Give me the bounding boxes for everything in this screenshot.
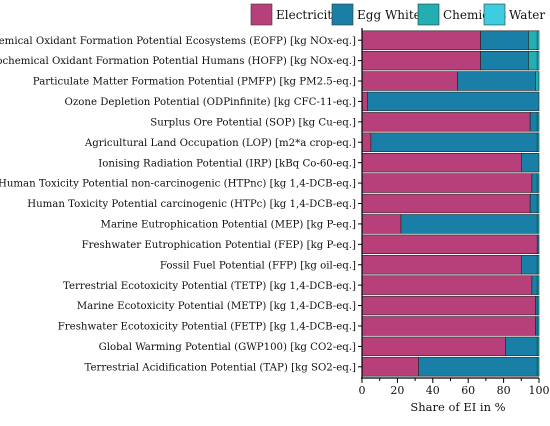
bar-segment-chemicals bbox=[536, 173, 540, 193]
bar-segment-chemicals bbox=[536, 316, 540, 336]
x-tick-label: 40 bbox=[426, 384, 440, 397]
bar-segment-chemicals bbox=[536, 112, 540, 132]
legend-swatch-egg-white bbox=[331, 3, 354, 26]
bar-segment-electricity bbox=[361, 173, 533, 193]
bar-segment-egg-white bbox=[529, 193, 538, 214]
bar-segment-electricity bbox=[361, 316, 536, 336]
bar-segment-chemicals bbox=[528, 50, 538, 71]
bar-segment-water bbox=[536, 30, 540, 50]
category-label: Human Toxicity Potential carcinogenic (H… bbox=[27, 198, 356, 210]
category-label: Ozone Depletion Potential (ODPinfinite) … bbox=[65, 96, 356, 108]
bar-segment-electricity bbox=[361, 132, 372, 152]
bar-segment-electricity bbox=[361, 357, 419, 377]
bar-segment-egg-white bbox=[520, 152, 540, 173]
category-label: Surplus Ore Potential (SOP) [kg Cu-eq.] bbox=[150, 116, 356, 128]
bar-segment-chemicals bbox=[536, 336, 540, 357]
bar-segment-electricity bbox=[361, 152, 522, 173]
bar-segment-egg-white bbox=[370, 132, 538, 152]
x-tick-label: 20 bbox=[390, 384, 404, 397]
legend-swatch-chemicals bbox=[417, 3, 440, 26]
bar-segment-egg-white bbox=[480, 30, 529, 50]
legend-swatch-electricity bbox=[250, 3, 273, 26]
bar-segment-electricity bbox=[361, 275, 533, 295]
category-label: Particulate Matter Formation Potential (… bbox=[33, 76, 356, 88]
category-label: Terrestrial Ecotoxicity Potential (TETP)… bbox=[63, 280, 356, 292]
bar-segment-egg-white bbox=[367, 91, 540, 112]
bar-segment-chemicals bbox=[536, 132, 540, 152]
bar-segment-chemicals bbox=[536, 193, 540, 214]
bar-segment-electricity bbox=[361, 50, 481, 71]
bars-group bbox=[361, 30, 540, 377]
category-label: Photochemical Oxidant Formation Potentia… bbox=[0, 35, 356, 47]
legend-swatch-water bbox=[483, 3, 506, 26]
bar-segment-egg-white bbox=[529, 112, 538, 132]
category-label: Global Warming Potential (GWP100) [kg CO… bbox=[99, 341, 356, 353]
bar-segment-electricity bbox=[361, 234, 538, 255]
bar-segment-electricity bbox=[361, 336, 506, 357]
category-label: Fossil Fuel Potential (FFP) [kg oil-eq.] bbox=[160, 259, 356, 271]
bar-segment-electricity bbox=[361, 255, 522, 275]
bar-segment-chemicals bbox=[536, 255, 540, 275]
bar-segment-electricity bbox=[361, 112, 531, 132]
bar-segment-electricity bbox=[361, 193, 531, 214]
bar-segment-chemicals bbox=[536, 214, 540, 234]
x-axis-title: Share of EI in % bbox=[410, 400, 505, 414]
bar-segment-chemicals bbox=[528, 30, 538, 50]
category-label: Marine Ecotoxicity Potential (METP) [kg … bbox=[77, 300, 356, 312]
x-tick-label: 80 bbox=[497, 384, 511, 397]
bar-segment-chemicals bbox=[535, 71, 540, 91]
bar-segment-egg-white bbox=[480, 50, 529, 71]
axes-group: 0 20 40 60 80 100 bbox=[358, 28, 550, 397]
bar-segment-egg-white bbox=[536, 234, 540, 255]
legend-label-water: Water bbox=[509, 8, 545, 22]
bar-segment-electricity bbox=[361, 71, 458, 91]
bar-segment-water bbox=[536, 50, 540, 71]
bar-segment-egg-white bbox=[531, 275, 538, 295]
bar-segment-egg-white bbox=[418, 357, 538, 377]
x-tick-label: 0 bbox=[359, 384, 366, 397]
category-label: Freshwater Eutrophication Potential (FEP… bbox=[82, 239, 356, 251]
category-label: Ionising Radiation Potential (IRP) [kBq … bbox=[98, 157, 356, 169]
bar-segment-chemicals bbox=[536, 275, 540, 295]
bar-segment-electricity bbox=[361, 214, 402, 234]
bar-segment-egg-white bbox=[505, 336, 538, 357]
category-label: Terrestrial Acidification Potential (TAP… bbox=[84, 361, 356, 373]
category-labels-group: Photochemical Oxidant Formation Potentia… bbox=[0, 35, 356, 374]
bar-segment-chemicals bbox=[536, 357, 540, 377]
bar-segment-egg-white bbox=[531, 173, 538, 193]
category-label: Photochemical Oxidant Formation Potentia… bbox=[0, 55, 356, 67]
category-label: Freshwater Ecotoxicity Potential (FETP) … bbox=[58, 321, 356, 333]
bar-segment-egg-white bbox=[400, 214, 538, 234]
legend-label-electricity: Electricity bbox=[276, 8, 339, 22]
x-tick-label: 60 bbox=[461, 384, 475, 397]
category-label: Marine Eutrophication Potential (MEP) [k… bbox=[101, 219, 356, 231]
bar-segment-electricity bbox=[361, 91, 368, 112]
x-tick-label: 100 bbox=[529, 384, 550, 397]
legend-label-egg-white: Egg White bbox=[357, 8, 421, 22]
bar-segment-electricity bbox=[361, 30, 481, 50]
bar-segment-egg-white bbox=[457, 71, 536, 91]
category-label: Agricultural Land Occupation (LOP) [m2*a… bbox=[84, 137, 356, 149]
bar-segment-chemicals bbox=[536, 295, 540, 316]
bar-segment-electricity bbox=[361, 295, 536, 316]
category-label: Human Toxicity Potential non-carcinogeni… bbox=[0, 178, 356, 190]
bar-segment-egg-white bbox=[520, 255, 538, 275]
legend: Electricity Egg White Chemicals Water bbox=[250, 3, 545, 26]
